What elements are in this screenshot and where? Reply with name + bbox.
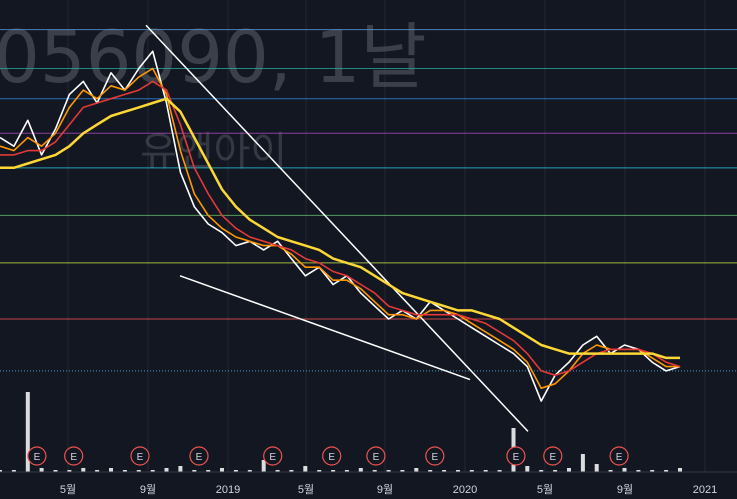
volume-bar <box>414 468 419 472</box>
volume-bar <box>109 468 113 472</box>
volume-bar <box>39 468 44 472</box>
volume-bar <box>650 470 655 472</box>
volume-bar <box>0 470 2 472</box>
volume-bar <box>178 466 183 472</box>
trendlines <box>145 24 529 432</box>
volume-bar <box>456 470 460 472</box>
volume-bar <box>192 470 197 472</box>
volume-bar <box>122 470 127 472</box>
earnings-marker-label: E <box>70 452 77 463</box>
volume-bar <box>164 468 169 472</box>
volume-bar <box>95 470 100 472</box>
earnings-marker <box>543 446 563 466</box>
earnings-marker-label: E <box>328 452 335 463</box>
volume-bar <box>317 470 322 472</box>
volume-bar <box>247 470 252 472</box>
volume-bar <box>331 470 336 472</box>
volume-bar <box>567 468 571 472</box>
earnings-marker-label: E <box>549 452 556 463</box>
x-tick-label: 9월 <box>140 483 156 496</box>
earnings-marker <box>366 446 386 466</box>
volume-bar <box>206 470 211 472</box>
earnings-marker-label: E <box>513 452 520 463</box>
earnings-marker <box>322 446 342 466</box>
volume-bar <box>483 470 488 472</box>
earnings-marker <box>27 446 47 466</box>
volume-bar <box>358 468 363 472</box>
volume-bar <box>53 470 58 472</box>
earnings-marker <box>189 446 209 466</box>
series-line <box>0 67 680 390</box>
trendline-upper <box>145 24 529 432</box>
volume-bar <box>220 468 224 472</box>
earnings-marker <box>609 446 629 466</box>
earnings-marker-label: E <box>373 452 380 463</box>
volume-bar <box>372 470 377 472</box>
series-lines <box>0 50 681 402</box>
volume-bar <box>11 470 16 472</box>
volume-bar <box>664 470 669 472</box>
watermark-symbol: 056090, 1날 <box>0 15 427 99</box>
earnings-marker-label: E <box>137 452 144 463</box>
volume-bar <box>497 470 502 472</box>
volume-bar <box>261 460 266 472</box>
earnings-marker-label: E <box>34 452 41 463</box>
volume-bar <box>678 468 682 472</box>
series-line <box>0 80 681 377</box>
x-tick-label: 9월 <box>377 483 393 496</box>
earnings-marker-label: E <box>269 452 276 463</box>
volume-bar <box>428 470 433 472</box>
earnings-marker <box>130 446 150 466</box>
x-tick-label: 9월 <box>617 483 633 496</box>
earnings-marker <box>506 446 526 466</box>
volume-bar <box>386 470 391 472</box>
volume-bar <box>525 466 530 472</box>
volume-bar <box>622 468 627 472</box>
x-axis: 5월 9월 2019 5월 9월 2020 5월 9월 2021 <box>0 471 737 496</box>
watermark-name: 유앤아이 <box>140 129 287 175</box>
earnings-marker <box>263 446 283 466</box>
volume-bar <box>25 392 30 472</box>
volume-bar <box>81 468 86 472</box>
volume-bar <box>233 470 238 472</box>
volume-bar <box>636 470 641 472</box>
x-tick-label: 2020 <box>453 484 477 496</box>
volume-bar <box>67 470 72 472</box>
volume-bar <box>608 470 613 472</box>
volume-bar <box>150 470 155 472</box>
volume-bar <box>303 466 308 472</box>
volume-bar <box>400 470 405 472</box>
volume-bar <box>442 470 447 472</box>
x-tick-label: 5월 <box>298 483 314 496</box>
volume-bar <box>539 470 544 472</box>
x-tick-label: 5월 <box>537 483 553 496</box>
volume-bar <box>469 470 474 472</box>
trendline-lower <box>179 275 471 381</box>
earnings-marker <box>64 446 84 466</box>
x-tick-label: 5월 <box>60 483 76 496</box>
earnings-marker-label: E <box>196 452 203 463</box>
volume-bar <box>594 464 599 472</box>
earnings-marker-label: E <box>431 452 438 463</box>
series-line <box>0 97 680 360</box>
volume-bar <box>553 470 558 472</box>
earnings-marker-label: E <box>616 452 623 463</box>
earnings-marker <box>425 446 445 466</box>
x-tick-label: 2019 <box>216 484 240 496</box>
volume-bar <box>275 470 280 472</box>
x-tick-label: 2021 <box>693 484 717 496</box>
volume-bar <box>136 470 141 472</box>
volume-bar <box>289 470 294 472</box>
volume-bar <box>580 454 585 472</box>
volume-bar <box>344 470 349 472</box>
